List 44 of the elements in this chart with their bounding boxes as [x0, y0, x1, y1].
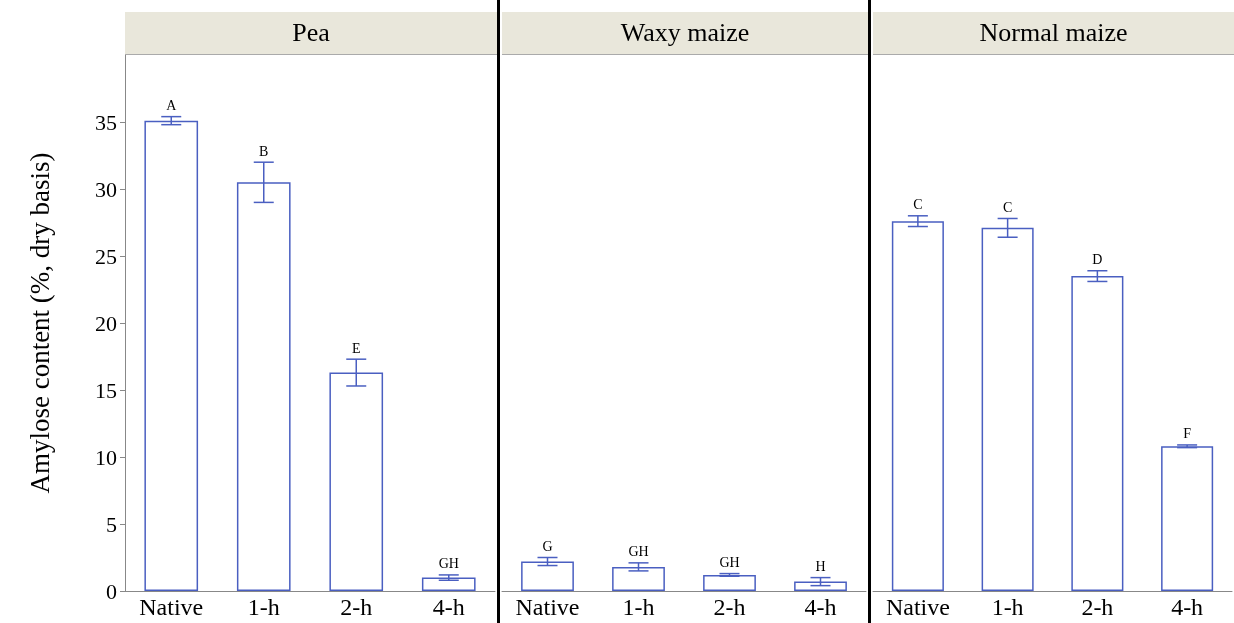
y-axis-title: Amylose content (%, dry basis) [24, 152, 55, 494]
annotation: H [815, 559, 826, 575]
annotation: E [351, 340, 361, 356]
bar [1161, 446, 1214, 591]
x-tick-label: 4-h [432, 594, 465, 620]
annotation: A [166, 98, 178, 114]
annotation: F [1183, 426, 1192, 442]
y-tick-label: 5 [106, 511, 117, 537]
x-tick-label: Native [139, 594, 204, 620]
annotation: GH [628, 544, 649, 560]
y-tick-label: 30 [95, 176, 117, 202]
chart-title: Pea [125, 12, 497, 55]
bar [703, 574, 756, 591]
x-tick-label: Native [515, 594, 580, 620]
annotation: D [1092, 252, 1103, 268]
bar [421, 577, 476, 591]
x-tick-label: 4-h [1171, 594, 1204, 620]
y-tick-label: 10 [95, 444, 117, 470]
annotation: GH [719, 555, 740, 571]
annotation: C [913, 197, 923, 213]
y-tick-label: 20 [95, 310, 117, 336]
chart-title: Normal maize [873, 12, 1234, 55]
bar [612, 566, 665, 591]
bar [144, 120, 199, 591]
annotation: C [1002, 199, 1013, 215]
y-tick-label: 0 [106, 578, 117, 604]
bar [521, 561, 574, 591]
annotation: B [259, 143, 269, 159]
annotation: G [542, 539, 553, 554]
x-tick-label: 4-h [804, 594, 837, 620]
y-tick-label: 25 [95, 243, 117, 269]
bar [891, 221, 944, 591]
bar [794, 581, 847, 591]
x-tick-label: 1-h [247, 594, 280, 620]
y-tick-label: 35 [95, 109, 117, 135]
x-tick-label: Native [885, 594, 950, 620]
x-tick-label: 2-h [713, 594, 746, 620]
y-tick-label: 15 [95, 377, 117, 403]
x-tick-label: 2-h [340, 594, 373, 620]
x-tick-label: 1-h [991, 594, 1024, 620]
x-tick-label: 1-h [622, 594, 655, 620]
chart-title: Waxy maize [502, 12, 868, 55]
annotation: GH [438, 556, 459, 572]
x-tick-label: 2-h [1081, 594, 1114, 620]
